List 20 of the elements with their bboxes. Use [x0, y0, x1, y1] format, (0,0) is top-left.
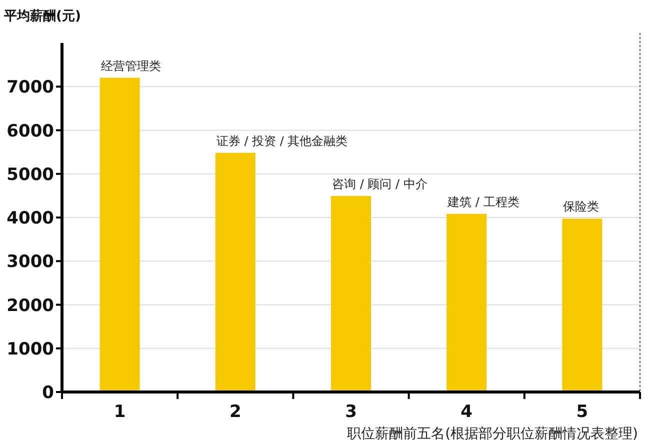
annotation: 证券 / 投资 / 其他金融类: [216, 134, 348, 148]
x-axis-title: 职位薪酬前五名(根据部分职位薪酬情况表整理): [347, 426, 638, 442]
y-tick-label: 7000: [6, 78, 54, 98]
y-tick-label: 1000: [6, 339, 54, 360]
y-axis-title: 平均薪酬(元): [3, 8, 81, 24]
y-tick-label: 5000: [6, 164, 54, 185]
x-tick-label: 4: [460, 402, 473, 422]
y-tick-label: 4000: [6, 208, 54, 228]
x-tick-label: 3: [345, 402, 357, 422]
x-tick-label: 2: [229, 402, 242, 422]
annotation: 经营管理类: [100, 58, 161, 73]
x-tick-label: 5: [576, 402, 588, 422]
annotation: 咨询 / 顾问 / 中介: [332, 176, 428, 191]
y-tick-label: 3000: [6, 252, 54, 272]
y-tick-label: 2000: [6, 296, 54, 316]
y-tick-label: 0: [42, 383, 54, 403]
y-tick-label: 6000: [6, 121, 54, 142]
x-tick-label: 1: [114, 402, 126, 422]
annotation: 保险类: [563, 200, 600, 214]
annotation: 建筑 / 工程类: [446, 194, 520, 209]
